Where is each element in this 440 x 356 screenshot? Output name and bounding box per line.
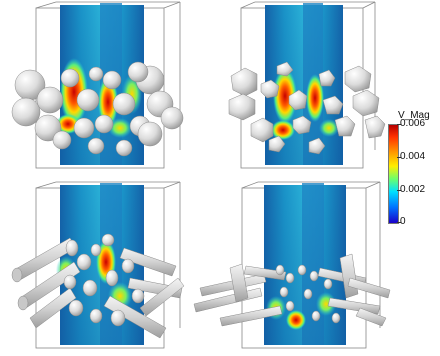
tick-label-mid-high: 0.004 xyxy=(400,151,426,162)
tick-label-max: 0.006 xyxy=(400,118,426,129)
colorbar xyxy=(388,124,399,224)
cylinders-packing-panel xyxy=(0,178,210,356)
velocity-magnitude-legend: V_Mag 0.006 0.004 0.002 0 xyxy=(384,110,440,235)
tick-mark xyxy=(397,190,401,191)
tick-mark xyxy=(397,157,401,158)
tick-mark xyxy=(397,124,401,125)
tick-label-mid-low: 0.002 xyxy=(400,184,426,195)
tick-label-min: 0 xyxy=(400,216,406,227)
rods-packing-panel xyxy=(190,178,405,356)
polyhedra-packing-panel xyxy=(205,0,405,178)
legend-title: V_Mag xyxy=(398,110,430,121)
spheres-packing-panel xyxy=(0,0,210,178)
tick-mark xyxy=(397,222,401,223)
